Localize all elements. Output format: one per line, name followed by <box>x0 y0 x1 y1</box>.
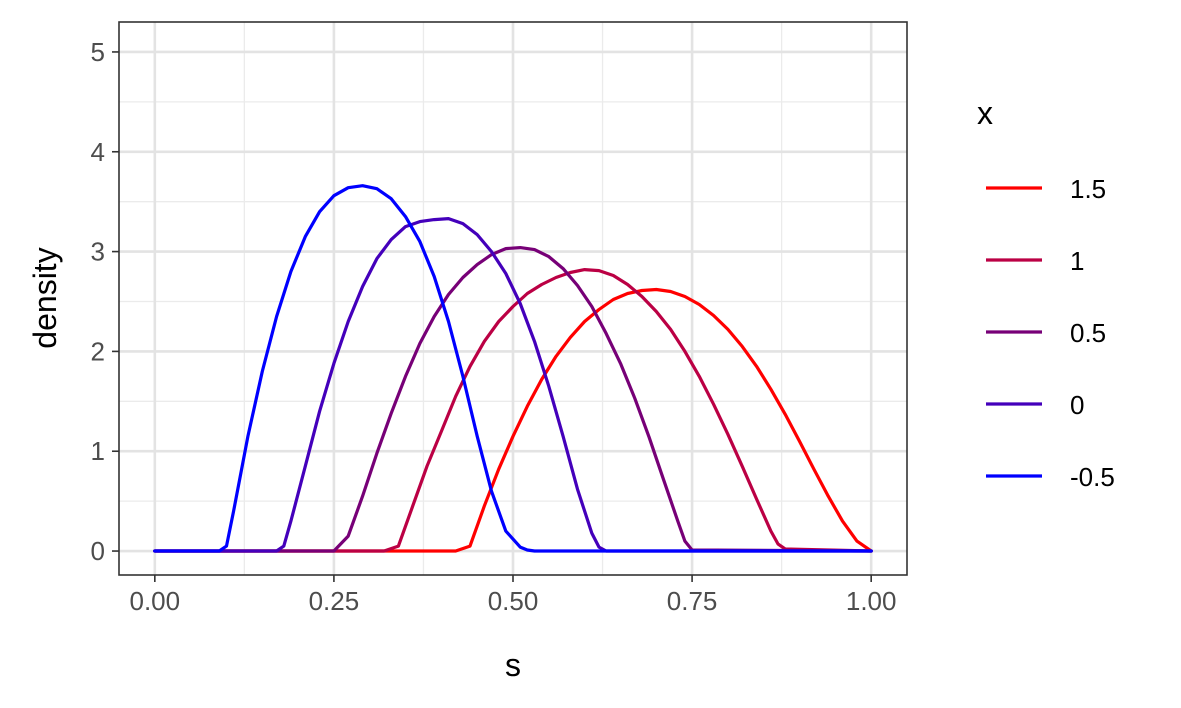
x-tick-label: 0.75 <box>667 586 718 616</box>
legend-label-2: 0.5 <box>1070 318 1106 348</box>
legend-label-1: 1 <box>1070 246 1084 276</box>
y-axis: 0 1 2 3 4 5 <box>91 37 119 566</box>
y-tick-label: 1 <box>91 436 105 466</box>
x-tick-label: 1.00 <box>846 586 897 616</box>
x-tick-label: 0.25 <box>309 586 360 616</box>
legend: x 1.5 1 0.5 0 -0.5 <box>977 95 1115 492</box>
x-axis: 0.00 0.25 0.50 0.75 1.00 <box>130 575 897 616</box>
series-line-4 <box>153 184 873 553</box>
x-tick-label: 0.00 <box>130 586 181 616</box>
legend-title: x <box>977 95 993 131</box>
legend-label-4: -0.5 <box>1070 462 1115 492</box>
series-lines <box>153 184 873 553</box>
y-axis-title: density <box>27 247 63 348</box>
legend-label-0: 1.5 <box>1070 174 1106 204</box>
y-tick-label: 2 <box>91 336 105 366</box>
x-tick-label: 0.50 <box>488 586 539 616</box>
series-line-1 <box>153 268 873 553</box>
y-tick-label: 3 <box>91 237 105 267</box>
series-line-0 <box>153 287 873 553</box>
series-line-2 <box>153 246 873 553</box>
major-gridlines <box>119 22 907 575</box>
y-tick-label: 4 <box>91 137 105 167</box>
series-line-3 <box>153 217 873 553</box>
x-axis-title: s <box>505 647 521 683</box>
y-tick-label: 0 <box>91 536 105 566</box>
y-tick-label: 5 <box>91 37 105 67</box>
legend-label-3: 0 <box>1070 390 1084 420</box>
